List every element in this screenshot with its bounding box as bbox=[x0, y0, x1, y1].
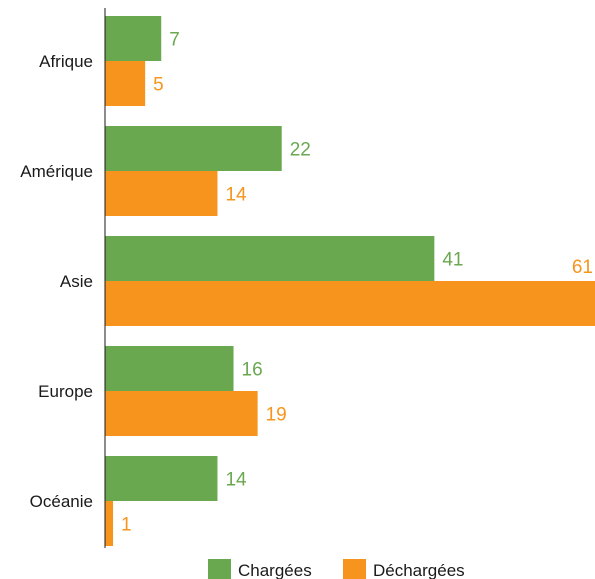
bars-group bbox=[105, 16, 595, 546]
value-label-dechargees-amerique: 14 bbox=[225, 185, 247, 206]
value-label-chargees-oceanie: 14 bbox=[225, 470, 247, 491]
legend-label-dechargees: Déchargées bbox=[373, 561, 465, 579]
bar-chargees-oceanie bbox=[105, 456, 218, 501]
value-label-dechargees-asie: 61 bbox=[572, 257, 593, 278]
value-label-chargees-afrique: 7 bbox=[169, 30, 180, 51]
legend: Chargées Déchargées bbox=[208, 559, 465, 579]
bar-chargees-amerique bbox=[105, 126, 282, 171]
category-label-europe: Europe bbox=[38, 382, 93, 401]
bar-dechargees-afrique bbox=[105, 61, 146, 106]
category-label-afrique: Afrique bbox=[39, 52, 93, 71]
value-label-dechargees-europe: 19 bbox=[266, 405, 287, 426]
bar-dechargees-amerique bbox=[105, 171, 218, 216]
legend-swatch-dechargees bbox=[343, 559, 366, 579]
legend-swatch-chargees bbox=[208, 559, 231, 579]
value-label-chargees-europe: 16 bbox=[242, 360, 263, 381]
value-label-chargees-amerique: 22 bbox=[290, 140, 311, 161]
category-label-oceanie: Océanie bbox=[30, 492, 93, 511]
value-labels: 7 5 22 14 41 61 16 19 14 1 bbox=[121, 30, 593, 536]
value-label-chargees-asie: 41 bbox=[442, 250, 463, 271]
bar-dechargees-asie bbox=[105, 281, 595, 326]
category-label-amerique: Amérique bbox=[20, 162, 93, 181]
bar-chargees-asie bbox=[105, 236, 435, 281]
value-label-dechargees-afrique: 5 bbox=[153, 75, 164, 96]
category-label-asie: Asie bbox=[60, 272, 93, 291]
bar-dechargees-oceanie bbox=[105, 501, 114, 546]
legend-label-chargees: Chargées bbox=[238, 561, 312, 579]
bar-chargees-europe bbox=[105, 346, 234, 391]
value-label-dechargees-oceanie: 1 bbox=[121, 515, 132, 536]
category-labels: Afrique Amérique Asie Europe Océanie bbox=[20, 52, 93, 511]
bar-dechargees-europe bbox=[105, 391, 258, 436]
bar-chargees-afrique bbox=[105, 16, 162, 61]
